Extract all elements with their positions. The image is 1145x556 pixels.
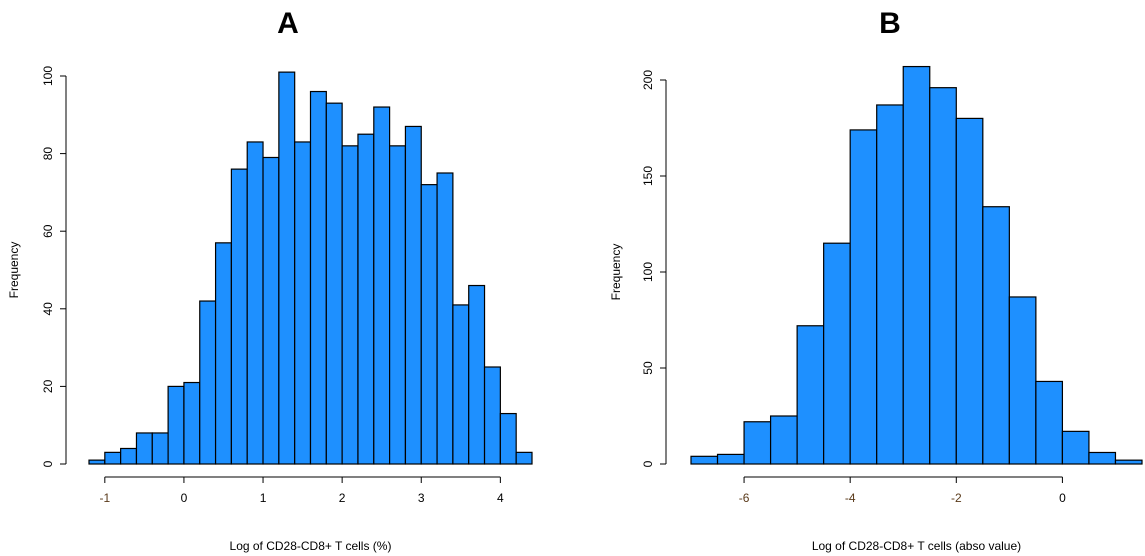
y-tick-label-a: 100 xyxy=(41,66,55,86)
histogram-bar-a-8 xyxy=(214,242,232,465)
histogram-bar-a-3 xyxy=(135,432,153,465)
histogram-bar-a-14 xyxy=(309,90,327,465)
histogram-panel-b: B Log of CD28-CD8+ T cells (abso value) … xyxy=(609,7,1143,553)
y-axis-a: 0 20 40 60 80 100 xyxy=(41,66,67,467)
histogram-bar-b-4 xyxy=(796,325,825,465)
histogram-bar-a-19 xyxy=(389,145,407,465)
x-tick-label-a: 3 xyxy=(418,491,425,505)
y-tick-label-b: 150 xyxy=(641,166,655,186)
histogram-bar-a-23 xyxy=(452,304,470,465)
histogram-bar-a-24 xyxy=(468,284,486,465)
y-tick-label-b: 0 xyxy=(641,460,655,467)
histogram-bar-a-18 xyxy=(373,106,391,465)
histogram-bar-b-14 xyxy=(1061,430,1090,465)
histogram-bar-a-16 xyxy=(341,145,359,465)
y-tick-label-b: 100 xyxy=(641,262,655,282)
x-tick-label-b: -4 xyxy=(845,491,856,505)
x-tick-label-a: 2 xyxy=(339,491,346,505)
histogram-bar-a-20 xyxy=(404,125,422,465)
bars-a xyxy=(88,71,533,465)
histogram-bar-a-26 xyxy=(499,412,517,465)
y-tick-label-a: 20 xyxy=(41,379,55,393)
x-tick-label-a: 4 xyxy=(497,491,504,505)
y-tick-label-a: 60 xyxy=(41,224,55,238)
bars-b xyxy=(690,65,1143,465)
histogram-bar-a-21 xyxy=(420,184,438,465)
histogram-bar-b-15 xyxy=(1088,451,1117,465)
histogram-bar-a-10 xyxy=(246,141,264,465)
histogram-bar-b-3 xyxy=(769,415,798,465)
y-tick-label-b: 200 xyxy=(641,70,655,90)
histogram-bar-a-13 xyxy=(294,141,312,465)
y-axis-b: 0 50 100 150 200 xyxy=(641,70,667,467)
histogram-bar-b-6 xyxy=(849,129,878,465)
x-tick-label-b: 0 xyxy=(1059,491,1066,505)
histogram-bar-b-10 xyxy=(955,117,984,465)
x-tick-label-b: -2 xyxy=(951,491,962,505)
x-tick-label-a: 0 xyxy=(181,491,188,505)
x-axis-b: -6 -4 -2 0 xyxy=(739,476,1066,505)
y-tick-label-b: 50 xyxy=(641,361,655,375)
x-axis-title-b: Log of CD28-CD8+ T cells (abso value) xyxy=(812,539,1021,553)
histogram-bar-a-5 xyxy=(167,385,185,465)
y-tick-label-a: 40 xyxy=(41,302,55,316)
histogram-bar-a-7 xyxy=(199,300,217,465)
histogram-bar-a-6 xyxy=(183,381,201,465)
histogram-bar-b-11 xyxy=(982,206,1010,465)
histogram-bar-b-16 xyxy=(1114,459,1143,465)
histogram-bar-b-2 xyxy=(743,421,772,465)
panel-label-a: A xyxy=(277,7,299,40)
histogram-bar-b-7 xyxy=(876,104,904,465)
histogram-bar-a-2 xyxy=(120,447,138,465)
histogram-bar-b-13 xyxy=(1035,380,1064,465)
histogram-bar-a-4 xyxy=(151,432,169,465)
histogram-bar-b-9 xyxy=(929,87,957,465)
histogram-bar-a-1 xyxy=(104,451,122,465)
x-axis-a: -1 0 1 2 3 4 xyxy=(99,476,504,505)
histogram-bar-b-5 xyxy=(823,242,851,465)
histogram-bar-b-0 xyxy=(690,455,719,465)
histogram-panel-a: A Log of CD28-CD8+ T cells (%) Frequency… xyxy=(7,7,533,553)
histogram-bar-a-17 xyxy=(357,133,375,465)
histogram-bar-a-25 xyxy=(483,366,501,465)
histogram-bar-a-0 xyxy=(88,459,106,465)
y-axis-title-b: Frequency xyxy=(609,244,623,301)
histogram-bar-a-12 xyxy=(278,71,296,465)
x-tick-label-a: 1 xyxy=(260,491,267,505)
y-axis-title-a: Frequency xyxy=(7,242,21,299)
histogram-bar-b-12 xyxy=(1008,296,1037,465)
y-tick-label-a: 80 xyxy=(41,147,55,161)
histogram-bar-a-9 xyxy=(230,168,248,465)
histogram-bar-b-8 xyxy=(902,65,931,465)
x-axis-title-a: Log of CD28-CD8+ T cells (%) xyxy=(230,539,392,553)
histogram-bar-a-22 xyxy=(436,172,454,465)
x-tick-label-a: -1 xyxy=(99,491,110,505)
panel-label-b: B xyxy=(879,7,901,40)
histogram-bar-a-11 xyxy=(262,156,280,465)
x-tick-label-b: -6 xyxy=(739,491,750,505)
histogram-bar-a-27 xyxy=(515,451,533,465)
histogram-bar-a-15 xyxy=(325,102,343,465)
y-tick-label-a: 0 xyxy=(41,460,55,467)
histogram-bar-b-1 xyxy=(716,453,745,465)
